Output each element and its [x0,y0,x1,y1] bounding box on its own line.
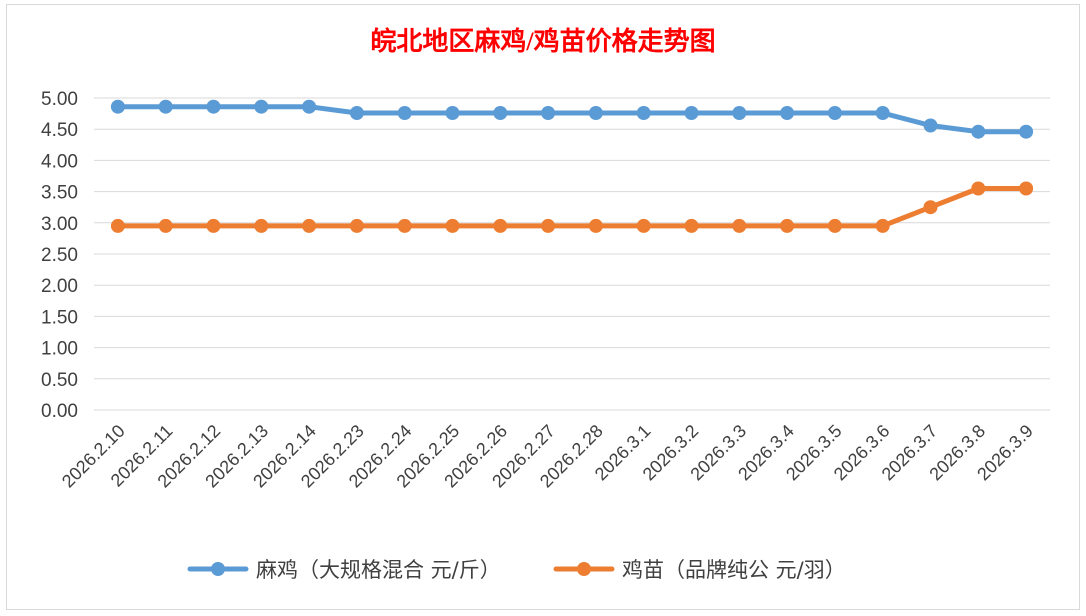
data-point [923,118,938,133]
y-tick-label: 0.00 [41,401,78,422]
data-point [875,106,890,120]
data-point [923,200,938,215]
legend-item: 鸡苗（品牌纯公 元/羽） [553,558,846,582]
y-tick-label: 5.00 [41,89,78,110]
y-axis-ticks: 0.00 0.50 1.00 1.50 2.00 2.50 3.00 3.50 4.00 4.50… [41,89,78,422]
data-point [732,218,747,233]
y-tick-label: 3.50 [41,183,78,204]
data-point [971,124,986,139]
chart-title: 皖北地区麻鸡/鸡苗价格走势图 [370,26,715,56]
y-tick-label: 3.00 [41,214,78,235]
data-point [971,181,986,196]
legend-label: 鸡苗（品牌纯公 元/羽） [622,558,846,582]
x-axis-ticks: 2026.2.102026.2.112026.2.122026.2.132026… [58,421,1037,492]
y-tick-label: 1.00 [41,339,78,360]
data-point [588,106,603,120]
data-point [541,106,556,120]
data-point [254,99,269,114]
data-point [158,218,173,233]
legend-label: 麻鸡（大规格混合 元/斤） [256,558,501,582]
series-0 [110,99,1034,139]
data-point [1019,124,1034,139]
data-point [827,106,842,120]
y-tick-label: 4.00 [41,151,78,172]
data-point [780,218,795,233]
legend-item: 麻鸡（大规格混合 元/斤） [187,558,501,582]
data-point [875,218,890,233]
data-point [493,218,508,233]
series-line [115,186,1029,229]
data-point [158,99,173,114]
data-point [349,218,364,233]
y-tick-label: 0.50 [41,370,78,391]
y-tick-label: 2.00 [41,276,78,297]
data-point [684,218,699,233]
data-point [349,106,364,120]
data-point [110,218,125,233]
data-point [780,106,795,120]
data-point [732,106,747,120]
series-layer [110,99,1034,233]
data-point [493,106,508,120]
data-point [636,106,651,120]
legend: 麻鸡（大规格混合 元/斤） 鸡苗（品牌纯公 元/羽） [187,558,846,582]
y-tick-label: 2.50 [41,245,78,266]
data-point [110,99,125,114]
data-point [827,218,842,233]
legend-swatch-marker [211,562,225,576]
data-point [445,218,460,233]
series-line [115,104,1029,135]
legend-swatch-marker [577,562,591,576]
data-point [684,106,699,120]
data-point [397,218,412,233]
series-1 [110,181,1034,233]
data-point [206,99,221,114]
y-tick-label: 4.50 [41,120,78,141]
data-point [302,218,317,233]
gridlines [94,97,1050,411]
data-point [302,99,317,114]
data-point [541,218,556,233]
data-point [588,218,603,233]
y-tick-label: 1.50 [41,307,78,328]
data-point [445,106,460,120]
data-point [397,106,412,120]
data-point [206,218,221,233]
data-point [254,218,269,233]
data-point [1019,181,1034,196]
data-point [636,218,651,233]
